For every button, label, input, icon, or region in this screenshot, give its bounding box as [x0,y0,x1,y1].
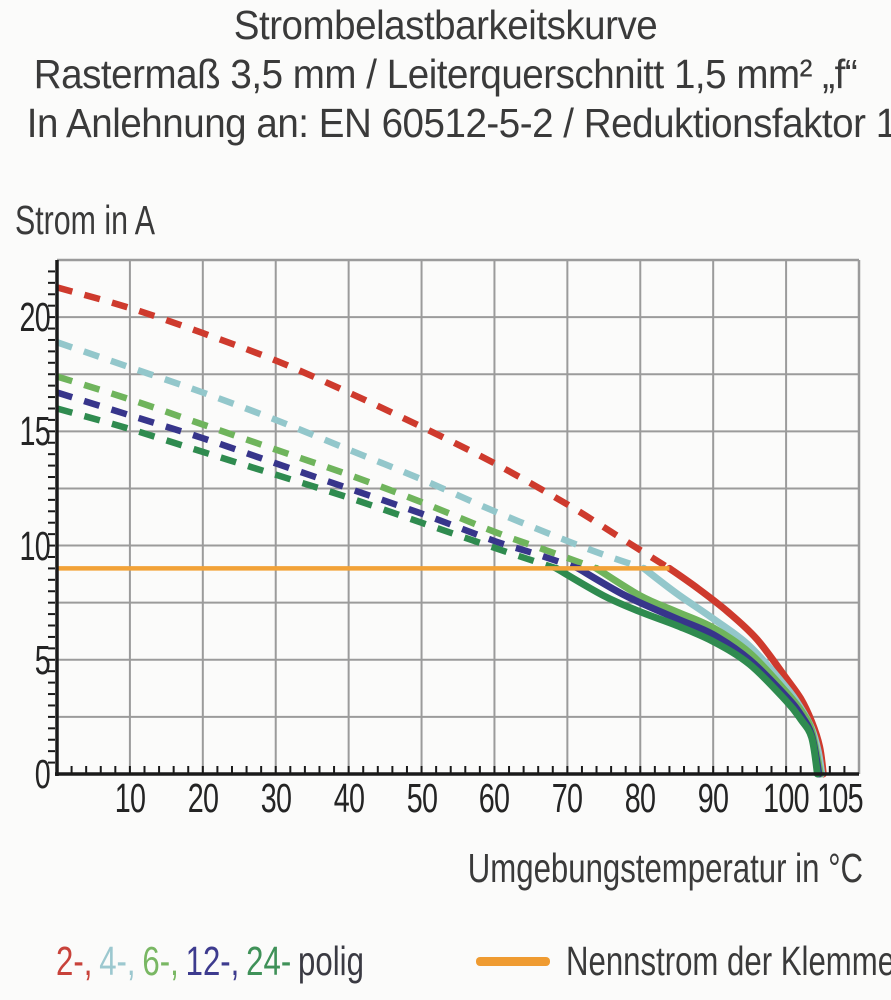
legend-pole-entry: 4-, [99,938,136,984]
curve-solid-24-polig [552,564,821,778]
chart-title-line-2: Rastermaß 3,5 mm / Leiterquerschnitt 1,5… [33,51,858,97]
nennstrom-label: Nennstrom der Klemme [566,937,891,984]
curve-dashed-24-polig [56,405,558,572]
legend-pole-entry: 2-, [56,938,93,984]
x-tick-label: 40 [333,775,364,821]
y-tick-label: 0 [34,751,51,797]
y-tick-label: 5 [34,636,51,683]
legend-pole-entry: 24- [246,938,292,984]
curve-solid-2-polig [665,564,827,778]
x-tick-label: 100 [763,775,809,821]
y-tick-label: 20 [19,294,50,341]
x-axis-title: Umgebungstemperatur in °C [467,845,863,891]
legend-pole-suffix: polig [298,938,364,984]
x-tick-label: 10 [114,775,146,821]
legend-pole-entries: 2-, 4-, 6-, 12-, 24- [56,938,298,984]
y-tick-label: 15 [19,408,50,455]
nennstrom-line-swatch [476,956,550,966]
x-tick-label: 60 [479,775,510,821]
x-tick-label: 20 [187,775,219,821]
chart-title-line-1: Strombelastbarkeitskurve [233,2,658,48]
curve-solid-4-polig [640,564,826,778]
x-tick-label: 90 [697,775,729,821]
x-tick-label: 30 [260,775,291,821]
x-tick-label: 80 [624,775,656,821]
chart-title-block: Strombelastbarkeitskurve Rastermaß 3,5 m… [0,1,891,148]
x-tick-label: 50 [406,775,437,821]
legend-pole-counts: 2-, 4-, 6-, 12-, 24- polig [56,938,364,984]
legend-pole-entry: 6-, [142,938,179,984]
curve-dashed-4-polig [55,339,645,572]
curve-dashed-12-polig [56,389,580,572]
curve-dashed-2-polig [56,284,672,572]
x-tick-label: 105 [816,775,863,821]
legend-pole-entry: 12-, [185,938,240,984]
chart-title-line-3: In Anlehnung an: EN 60512-5-2 / Reduktio… [26,100,891,146]
x-tick-label: 70 [552,775,583,821]
curve-dashed-6-polig [56,373,598,572]
y-tick-label: 10 [19,522,50,569]
y-axis-title: Strom in A [15,197,155,243]
legend-nennstrom: Nennstrom der Klemme [476,938,891,984]
